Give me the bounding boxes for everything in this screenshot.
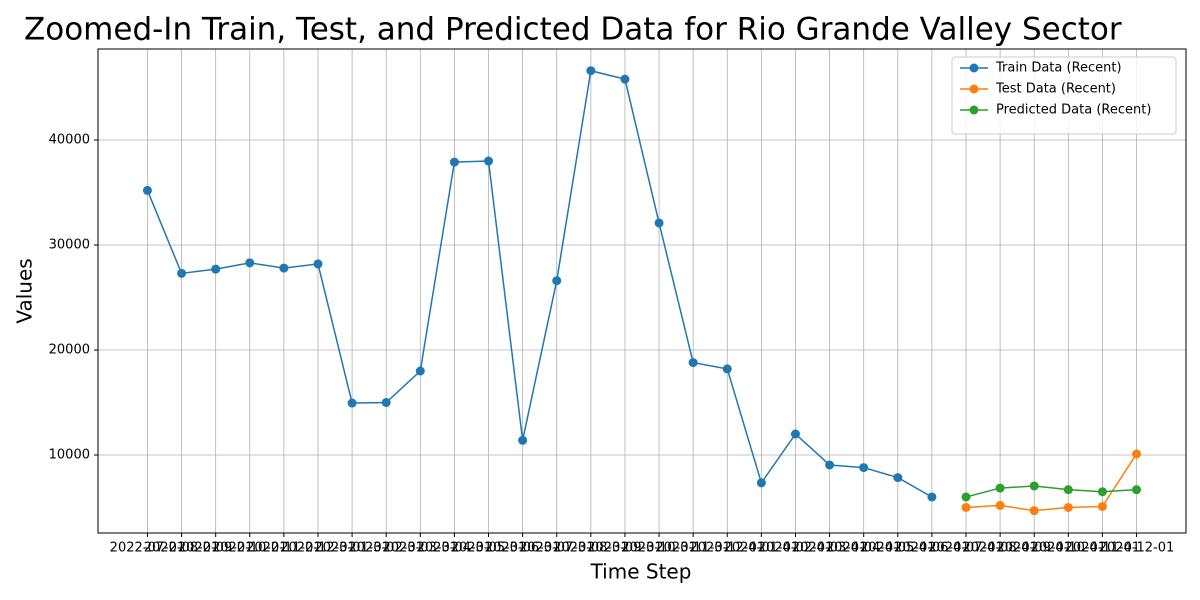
y-tick-label: 10000 [49,447,90,462]
x-tick-label: 2022-07-01 [110,541,186,556]
x-tick-label: 2024-04-01 [826,541,902,556]
x-tick-label: 2023-07-01 [519,541,595,556]
x-tick-label: 2024-05-01 [860,541,936,556]
data-point [518,435,528,445]
data-point [586,66,596,76]
x-tick-label: 2023-10-01 [621,541,697,556]
y-tick-label: 20000 [49,343,90,358]
data-point [484,156,494,166]
legend-label: Test Data (Recent) [995,82,1116,97]
data-point [142,185,152,195]
data-point [279,263,289,273]
data-point [1097,487,1107,497]
data-point [177,268,187,278]
legend-label: Predicted Data (Recent) [996,103,1151,118]
x-tick-label: 2023-05-01 [451,541,527,556]
data-point [927,492,937,502]
x-tick-label: 2024-09-01 [996,541,1072,556]
data-point [415,366,425,376]
legend-marker [969,105,979,115]
legend-box [951,56,1177,135]
data-point [347,398,357,408]
data-point [859,463,869,473]
legend-marker [969,63,979,73]
plot-frame [97,48,1187,534]
data-point [381,397,391,407]
y-axis-label: Values [13,258,37,323]
x-tick-label: 2023-11-01 [655,541,731,556]
data-point [825,460,835,470]
data-point [961,492,971,502]
data-point [1029,506,1039,516]
series-line [965,453,1138,512]
x-tick-label: 2023-08-01 [553,541,629,556]
data-point [995,483,1005,493]
y-tick-label: 40000 [49,133,90,148]
data-point [211,264,221,274]
x-tick-label: 2023-03-01 [383,541,459,556]
x-tick-label: 2022-09-01 [178,541,254,556]
data-point [552,276,562,286]
x-tick-label: 2024-10-01 [1031,541,1107,556]
x-tick-label: 2024-12-01 [1099,541,1175,556]
data-point [688,358,698,368]
data-point [893,473,903,483]
data-point [1132,449,1142,459]
x-tick-label: 2024-01-01 [724,541,800,556]
data-point [449,157,459,167]
x-tick-label: 2023-01-01 [314,541,390,556]
x-tick-label: 2023-06-01 [485,541,561,556]
data-point [620,74,630,84]
y-tick-label: 30000 [49,238,90,253]
data-point [756,478,766,488]
x-tick-label: 2024-02-01 [758,541,834,556]
data-point [1097,501,1107,511]
legend-label: Train Data (Recent) [995,61,1122,76]
x-tick-label: 2023-09-01 [587,541,663,556]
x-tick-label: 2023-02-01 [348,541,424,556]
chart-title: Zoomed-In Train, Test, and Predicted Dat… [24,12,1122,48]
data-point [1029,481,1039,491]
x-tick-label: 2022-11-01 [246,541,322,556]
legend-marker [969,84,979,94]
x-tick-label: 2024-03-01 [792,541,868,556]
data-point [1063,485,1073,495]
x-tick-label: 2022-12-01 [280,541,356,556]
data-point [313,259,323,269]
series-line [146,69,933,498]
data-point [995,500,1005,510]
x-tick-label: 2024-11-01 [1065,541,1141,556]
data-point [1132,485,1142,495]
x-tick-label: 2024-06-01 [894,541,970,556]
data-point [245,258,255,268]
x-tick-label: 2024-07-01 [928,541,1004,556]
data-point [722,364,732,374]
data-point [790,429,800,439]
data-point [961,502,971,512]
x-tick-label: 2024-08-01 [962,541,1038,556]
series-line [965,485,1137,498]
x-tick-label: 2023-12-01 [689,541,765,556]
x-tick-label: 2023-04-01 [417,541,493,556]
data-point [1063,502,1073,512]
x-tick-label: 2022-08-01 [144,541,220,556]
x-tick-label: 2022-10-01 [212,541,288,556]
x-axis-label: Time Step [590,560,692,584]
data-point [654,218,664,228]
